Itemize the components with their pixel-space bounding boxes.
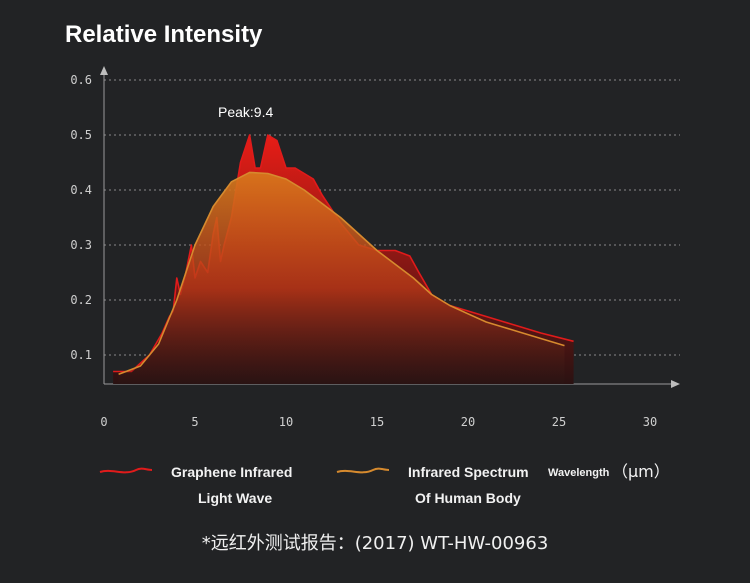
legend-label-human-line1: Infrared Spectrum	[408, 464, 529, 480]
chart-title: Relative Intensity	[65, 21, 263, 48]
footnote: *远红外测试报告：(2017) WT-HW-00963	[202, 533, 549, 554]
legend-label-human-line2: Of Human Body	[415, 490, 521, 506]
x-axis-unit-label: Wavelength	[548, 467, 610, 479]
y-tick-label: 0.2	[70, 293, 92, 307]
y-tick-label: 0.3	[70, 238, 92, 252]
x-tick-label: 25	[552, 415, 566, 429]
series-line-graphene	[113, 134, 574, 373]
y-tick-label: 0.6	[70, 73, 92, 87]
legend-swatch-graphene	[99, 467, 153, 474]
x-tick-label: 20	[461, 415, 475, 429]
y-tick-label: 0.4	[70, 183, 92, 197]
y-tick-label: 0.5	[70, 128, 92, 142]
series-line-human	[118, 171, 565, 376]
legend-label-graphene-line2: Light Wave	[198, 490, 272, 506]
x-tick-label: 30	[643, 415, 657, 429]
legend-label-graphene-line1: Graphene Infrared	[171, 464, 292, 480]
y-axis-arrow	[100, 66, 108, 75]
peak-annotation: Peak:9.4	[218, 104, 273, 120]
y-tick-label: 0.1	[70, 348, 92, 362]
x-axis-unit: （μm）	[612, 462, 670, 481]
x-axis-arrow	[671, 380, 680, 388]
x-tick-label: 15	[370, 415, 384, 429]
x-tick-labels: 0 5 10 15 20 25 30	[100, 415, 657, 429]
series-areas	[113, 134, 574, 384]
legend-swatch-human	[336, 467, 390, 474]
x-tick-label: 0	[100, 415, 107, 429]
series-area-human	[118, 172, 565, 384]
x-tick-label: 10	[279, 415, 293, 429]
y-tick-labels: 0.1 0.2 0.3 0.4 0.5 0.6	[70, 73, 92, 362]
x-tick-label: 5	[191, 415, 198, 429]
